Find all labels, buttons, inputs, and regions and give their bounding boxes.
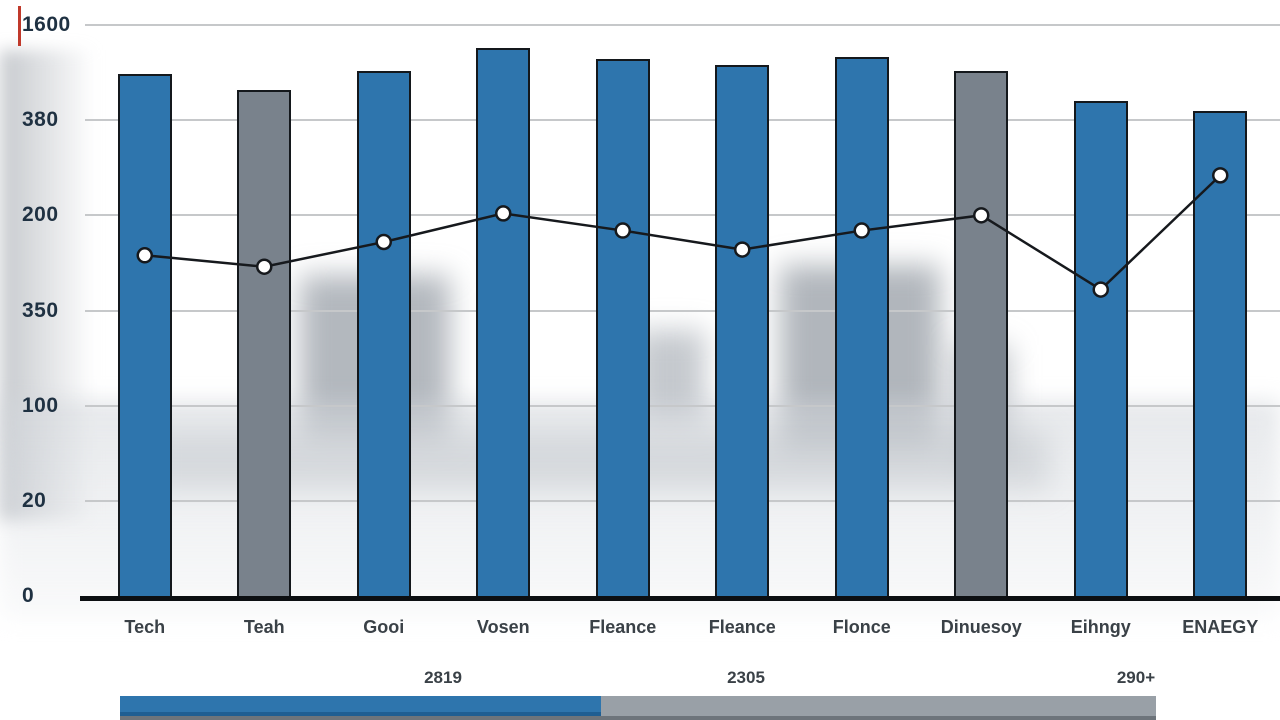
y-axis-tick-label: 200 bbox=[22, 203, 59, 227]
x-axis-label: Fleance bbox=[589, 617, 657, 637]
bar-dinuesoy bbox=[954, 70, 1009, 596]
bar-teah bbox=[237, 89, 292, 596]
y-axis-tick-label: 0 bbox=[22, 584, 35, 607]
trend-line-path bbox=[144, 174, 1222, 292]
grid-line bbox=[85, 404, 1280, 407]
year-label: 290+ bbox=[1116, 668, 1156, 687]
x-axis-label: Eihngy bbox=[1070, 617, 1131, 637]
bar-gooi bbox=[356, 70, 411, 596]
x-axis-label: Vosen bbox=[476, 617, 530, 637]
bar-fleance bbox=[715, 64, 770, 596]
y-axis-tick-label: 1600 bbox=[22, 13, 71, 36]
bar-enaegy bbox=[1193, 110, 1248, 596]
x-axis-label: Fleance bbox=[708, 617, 776, 637]
x-axis-label: Dinuesoy bbox=[940, 617, 1022, 637]
grid-line bbox=[85, 24, 1280, 26]
bar-vosen bbox=[476, 47, 531, 596]
x-axis-label: Gooi bbox=[363, 617, 405, 637]
grid-line bbox=[85, 119, 1280, 122]
bar-tech bbox=[117, 74, 172, 596]
progress-bar bbox=[120, 696, 1156, 720]
x-axis-label: Teah bbox=[243, 617, 285, 637]
grid-line bbox=[85, 309, 1280, 312]
bar-eihngy bbox=[1073, 101, 1128, 596]
y-axis-tick-label: 380 bbox=[22, 108, 59, 132]
x-axis-baseline bbox=[80, 596, 1280, 601]
y-axis-tick-label: 20 bbox=[22, 488, 47, 512]
year-label: 2305 bbox=[727, 668, 765, 687]
grid-line bbox=[85, 499, 1280, 502]
x-axis-label: Flonce bbox=[832, 617, 891, 637]
red-accent-mark bbox=[18, 6, 21, 46]
bar-flonce bbox=[834, 57, 889, 596]
y-axis-tick-label: 350 bbox=[22, 298, 59, 322]
year-label: 2819 bbox=[424, 668, 462, 687]
x-axis-label: ENAEGY bbox=[1182, 617, 1259, 637]
y-axis-tick-label: 100 bbox=[22, 393, 59, 417]
progress-fill bbox=[120, 696, 601, 716]
bar-fleance bbox=[595, 59, 650, 596]
x-axis-label: Tech bbox=[124, 617, 166, 637]
